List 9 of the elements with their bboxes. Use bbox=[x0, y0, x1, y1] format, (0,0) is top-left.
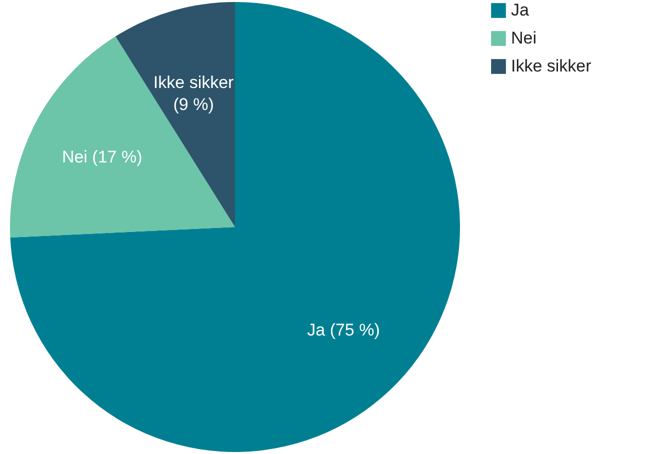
pie-slice bbox=[10, 2, 460, 452]
data-label: Ikke sikker (9 %) bbox=[153, 72, 234, 114]
pie-slice bbox=[10, 36, 235, 238]
pie-slice bbox=[116, 2, 235, 227]
legend-label: Nei bbox=[511, 28, 537, 48]
legend-label: Ja bbox=[511, 0, 530, 20]
legend-label: Ikke sikker bbox=[511, 56, 592, 76]
data-label: Nei (17 %) bbox=[62, 147, 142, 166]
data-label: Ja (75 %) bbox=[307, 320, 380, 340]
